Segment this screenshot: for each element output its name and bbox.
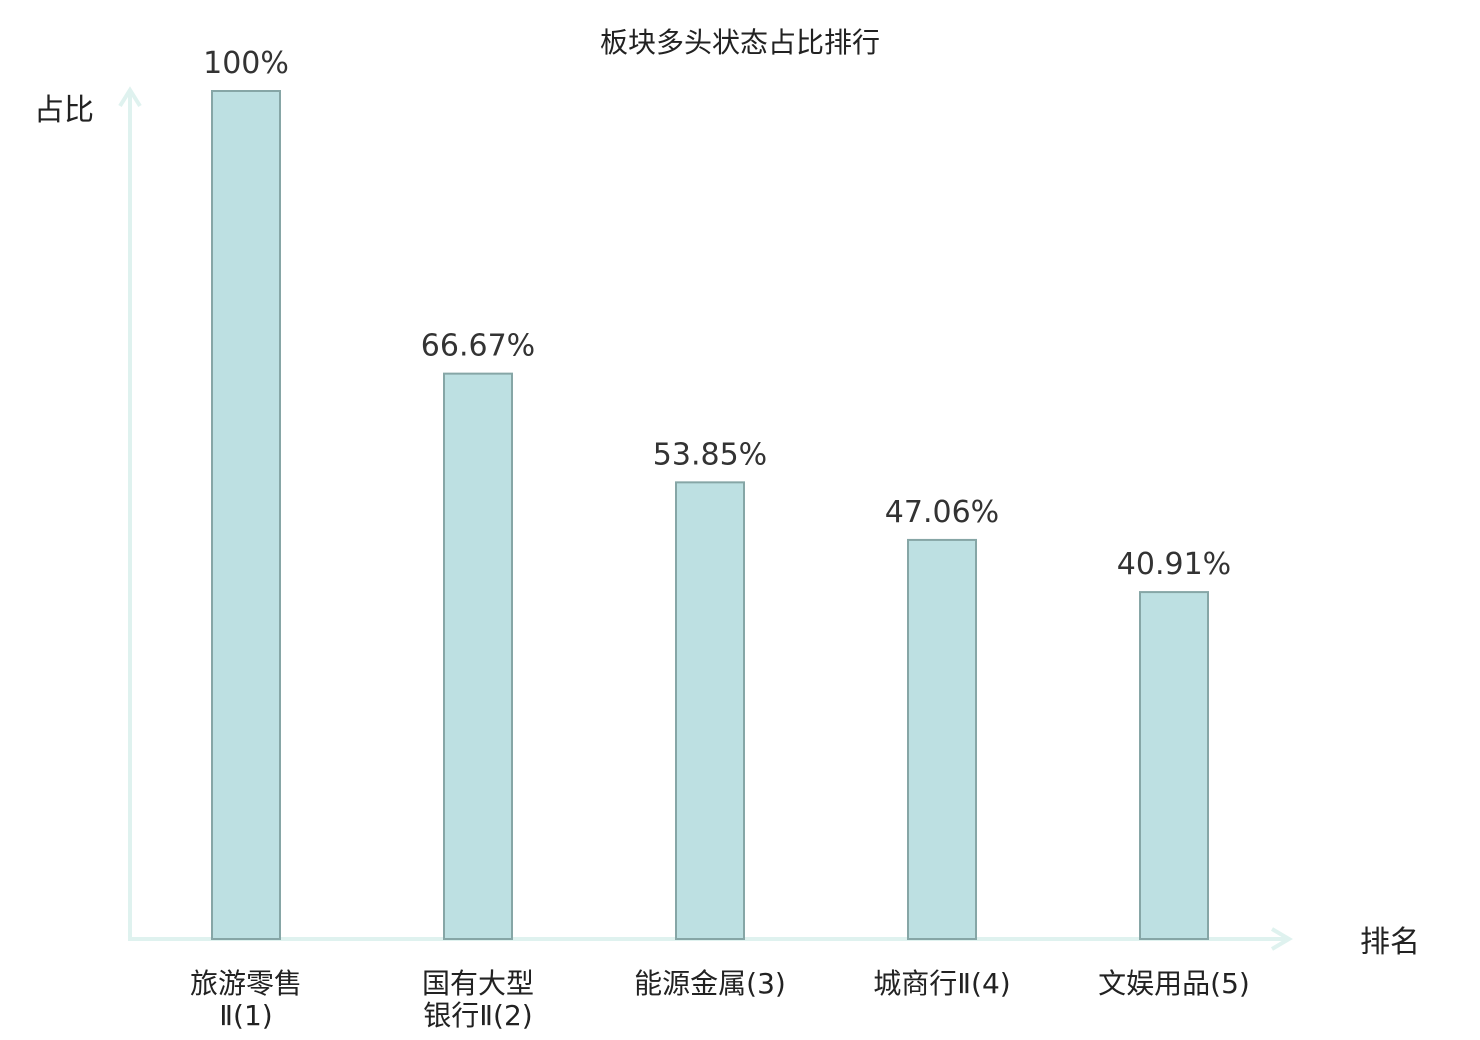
bar-4 xyxy=(907,538,977,940)
tick-label-5-line-1: 文娱用品(5) xyxy=(1098,967,1250,1000)
value-label-1: 100% xyxy=(203,46,289,81)
y-axis-arrow xyxy=(118,86,142,108)
tick-label-2-line-1: 国有大型 xyxy=(422,967,534,1000)
value-label-5: 40.91% xyxy=(1117,547,1231,582)
tick-label-4: 城商行Ⅱ(4) xyxy=(873,967,1010,1000)
value-label-3: 53.85% xyxy=(653,437,767,472)
bar-5 xyxy=(1139,591,1209,940)
tick-label-2: 国有大型银行Ⅱ(2) xyxy=(422,967,534,1032)
bar-2 xyxy=(443,372,513,940)
tick-label-1-line-2: Ⅱ(1) xyxy=(219,999,272,1032)
bar-3 xyxy=(675,481,745,940)
tick-label-3-line-1: 能源金属(3) xyxy=(634,967,786,1000)
bars-group xyxy=(211,90,1209,940)
y-axis-label: 占比 xyxy=(34,93,94,128)
tick-label-1: 旅游零售 Ⅱ(1) xyxy=(190,967,302,1032)
tick-label-1-line-1: 旅游零售 xyxy=(190,967,302,1000)
value-labels-group: 100% 66.67% 53.85% 47.06% 40.91% xyxy=(203,46,1231,582)
tick-labels-group: 旅游零售 Ⅱ(1) 国有大型银行Ⅱ(2) 能源金属(3) 城商行Ⅱ(4) 文娱用品(5) xyxy=(190,967,1250,1032)
x-axis-label: 排名 xyxy=(1360,925,1420,960)
bar-1 xyxy=(211,90,281,940)
value-label-2: 66.67% xyxy=(421,329,535,364)
x-axis-arrow xyxy=(1270,927,1293,951)
tick-label-4-line-1: 城商行Ⅱ(4) xyxy=(873,967,1010,1000)
chart-title: 板块多头状态占比排行 xyxy=(600,26,880,59)
tick-label-2-line-2: 银行Ⅱ(2) xyxy=(423,999,532,1032)
tick-label-3: 能源金属(3) xyxy=(634,967,786,1000)
tick-label-5: 文娱用品(5) xyxy=(1098,967,1250,1000)
value-label-4: 47.06% xyxy=(885,495,999,530)
